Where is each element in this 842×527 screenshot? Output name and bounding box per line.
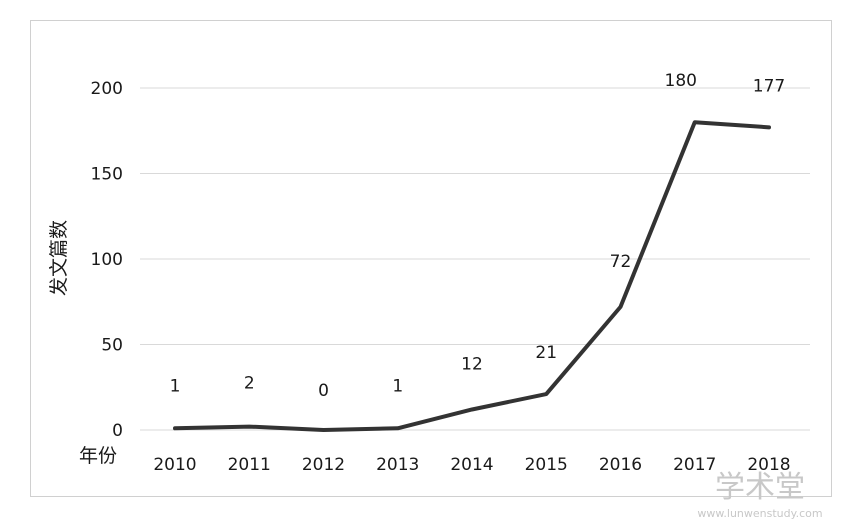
x-tick-label: 2014 [450, 455, 493, 475]
watermark-logo: 学术堂 [715, 470, 805, 505]
x-axis-label: 年份 [79, 445, 117, 467]
data-label: 1 [170, 376, 181, 396]
gridlines [140, 87, 810, 431]
data-label: 177 [753, 76, 785, 96]
x-tick-label: 2017 [673, 455, 716, 475]
y-axis-ticks: 0 50 100 150 200 [91, 79, 123, 441]
x-tick-label: 2016 [599, 455, 642, 475]
data-label: 1 [392, 376, 403, 396]
data-label: 2 [244, 374, 255, 394]
x-tick-label: 2013 [376, 455, 419, 475]
y-tick-label: 0 [112, 421, 123, 441]
x-tick-label: 2010 [153, 455, 196, 475]
data-label: 180 [665, 71, 697, 91]
y-tick-label: 100 [91, 250, 123, 270]
y-tick-label: 200 [91, 79, 123, 99]
series-line [173, 120, 771, 432]
x-axis-ticks: 2010 2011 2012 2013 2014 2015 2016 2017 2018 [153, 455, 790, 475]
y-tick-label: 50 [101, 336, 123, 356]
data-label: 12 [461, 354, 483, 374]
data-label: 0 [318, 381, 329, 401]
data-label: 72 [610, 252, 632, 272]
x-tick-label: 2011 [228, 455, 271, 475]
y-tick-label: 150 [91, 165, 123, 185]
x-tick-label: 2012 [302, 455, 345, 475]
series-layer [173, 120, 771, 432]
x-tick-label: 2015 [525, 455, 568, 475]
watermark-url: www.lunwenstudy.com [697, 507, 822, 520]
x-tick-label: 2018 [747, 455, 790, 475]
y-axis-label: 发文篇数 [48, 220, 70, 296]
data-label: 21 [535, 343, 557, 363]
